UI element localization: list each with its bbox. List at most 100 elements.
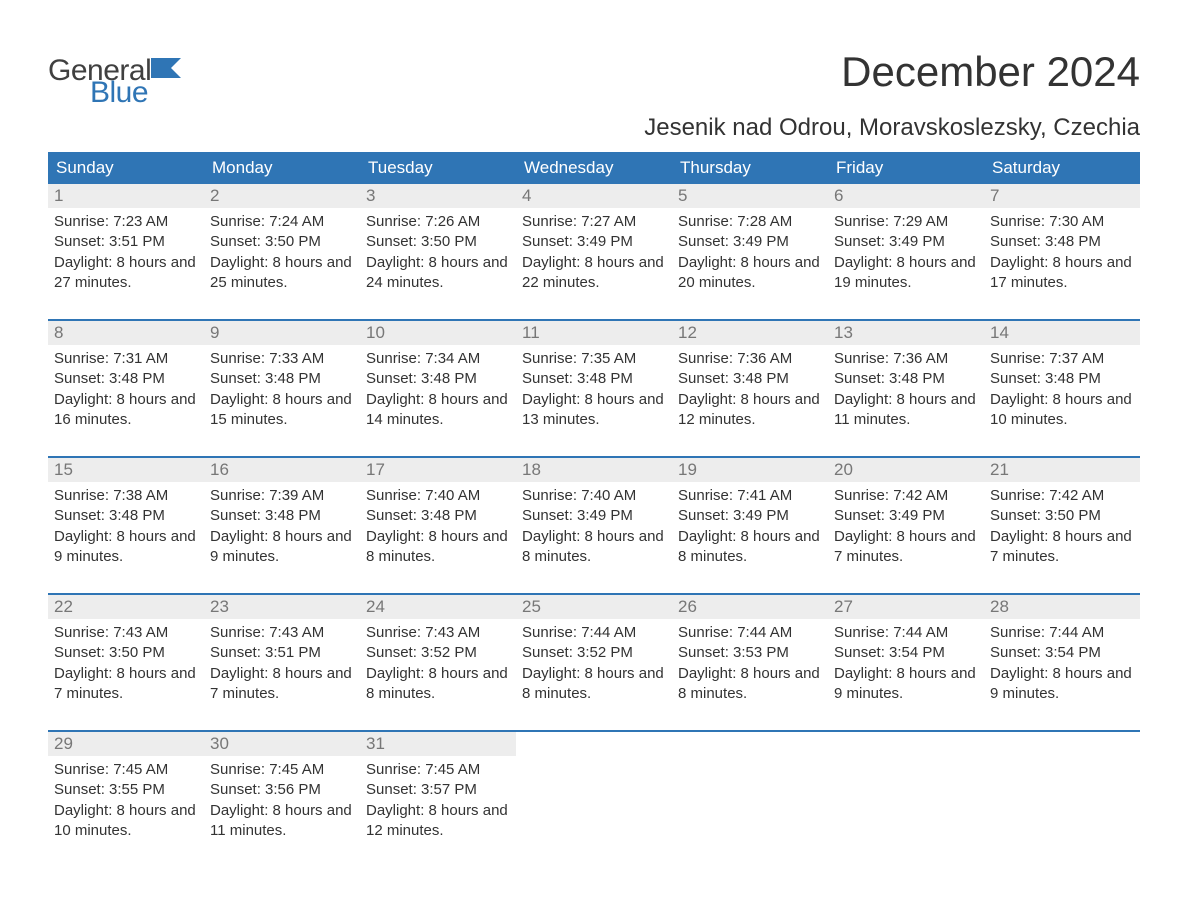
- sunset-line: Sunset: 3:49 PM: [834, 232, 978, 252]
- sunrise-line: Sunrise: 7:30 AM: [990, 212, 1134, 232]
- day-number-cell: 31: [360, 732, 516, 756]
- sunrise-line: Sunrise: 7:42 AM: [834, 486, 978, 506]
- sunrise-line: Sunrise: 7:44 AM: [678, 623, 822, 643]
- sunrise-line: Sunrise: 7:45 AM: [210, 760, 354, 780]
- day-number-cell: 6: [828, 184, 984, 208]
- sunrise-line: Sunrise: 7:44 AM: [990, 623, 1134, 643]
- daylight-line: Daylight: 8 hours and 24 minutes.: [366, 253, 510, 294]
- sunset-line: Sunset: 3:52 PM: [522, 643, 666, 663]
- sunset-line: Sunset: 3:53 PM: [678, 643, 822, 663]
- daylight-line: Daylight: 8 hours and 7 minutes.: [54, 664, 198, 705]
- sunrise-line: Sunrise: 7:40 AM: [366, 486, 510, 506]
- day-number-cell: 25: [516, 595, 672, 619]
- sunrise-line: Sunrise: 7:34 AM: [366, 349, 510, 369]
- daylight-line: Daylight: 8 hours and 17 minutes.: [990, 253, 1134, 294]
- sunrise-line: Sunrise: 7:43 AM: [366, 623, 510, 643]
- daylight-line: Daylight: 8 hours and 8 minutes.: [678, 664, 822, 705]
- day-content-cell: Sunrise: 7:44 AMSunset: 3:54 PMDaylight:…: [828, 619, 984, 731]
- sunrise-line: Sunrise: 7:27 AM: [522, 212, 666, 232]
- day-number-cell: 30: [204, 732, 360, 756]
- sunrise-line: Sunrise: 7:35 AM: [522, 349, 666, 369]
- sunset-line: Sunset: 3:51 PM: [210, 643, 354, 663]
- day-number-cell: [516, 732, 672, 756]
- day-number-cell: 14: [984, 321, 1140, 345]
- daylight-line: Daylight: 8 hours and 10 minutes.: [54, 801, 198, 842]
- day-number-cell: 1: [48, 184, 204, 208]
- sunrise-line: Sunrise: 7:33 AM: [210, 349, 354, 369]
- day-number-cell: [984, 732, 1140, 756]
- day-content-cell: Sunrise: 7:27 AMSunset: 3:49 PMDaylight:…: [516, 208, 672, 320]
- sunrise-line: Sunrise: 7:43 AM: [210, 623, 354, 643]
- daylight-line: Daylight: 8 hours and 8 minutes.: [678, 527, 822, 568]
- day-content-cell: Sunrise: 7:39 AMSunset: 3:48 PMDaylight:…: [204, 482, 360, 594]
- sunset-line: Sunset: 3:55 PM: [54, 780, 198, 800]
- sunset-line: Sunset: 3:50 PM: [210, 232, 354, 252]
- day-header-row: Sunday Monday Tuesday Wednesday Thursday…: [48, 152, 1140, 184]
- day-content-cell: Sunrise: 7:45 AMSunset: 3:55 PMDaylight:…: [48, 756, 204, 851]
- daylight-line: Daylight: 8 hours and 15 minutes.: [210, 390, 354, 431]
- day-number-cell: 20: [828, 458, 984, 482]
- day-content-cell: Sunrise: 7:40 AMSunset: 3:49 PMDaylight:…: [516, 482, 672, 594]
- daylight-line: Daylight: 8 hours and 14 minutes.: [366, 390, 510, 431]
- day-header: Tuesday: [360, 152, 516, 184]
- day-content-cell: Sunrise: 7:36 AMSunset: 3:48 PMDaylight:…: [828, 345, 984, 457]
- daylight-line: Daylight: 8 hours and 8 minutes.: [366, 664, 510, 705]
- sunset-line: Sunset: 3:48 PM: [990, 232, 1134, 252]
- sunrise-line: Sunrise: 7:44 AM: [522, 623, 666, 643]
- day-number-cell: 4: [516, 184, 672, 208]
- day-content-cell: Sunrise: 7:23 AMSunset: 3:51 PMDaylight:…: [48, 208, 204, 320]
- day-header: Thursday: [672, 152, 828, 184]
- daylight-line: Daylight: 8 hours and 12 minutes.: [366, 801, 510, 842]
- sunset-line: Sunset: 3:54 PM: [834, 643, 978, 663]
- sunrise-line: Sunrise: 7:41 AM: [678, 486, 822, 506]
- sunset-line: Sunset: 3:49 PM: [522, 232, 666, 252]
- day-content-cell: Sunrise: 7:43 AMSunset: 3:52 PMDaylight:…: [360, 619, 516, 731]
- day-content-row: Sunrise: 7:38 AMSunset: 3:48 PMDaylight:…: [48, 482, 1140, 594]
- daylight-line: Daylight: 8 hours and 19 minutes.: [834, 253, 978, 294]
- day-header: Monday: [204, 152, 360, 184]
- day-content-row: Sunrise: 7:43 AMSunset: 3:50 PMDaylight:…: [48, 619, 1140, 731]
- sunrise-line: Sunrise: 7:40 AM: [522, 486, 666, 506]
- sunset-line: Sunset: 3:57 PM: [366, 780, 510, 800]
- day-number-row: 22232425262728: [48, 595, 1140, 619]
- brand-logo: General Blue: [48, 48, 197, 108]
- day-content-row: Sunrise: 7:45 AMSunset: 3:55 PMDaylight:…: [48, 756, 1140, 851]
- day-number-cell: [672, 732, 828, 756]
- day-content-row: Sunrise: 7:23 AMSunset: 3:51 PMDaylight:…: [48, 208, 1140, 320]
- day-number-cell: 27: [828, 595, 984, 619]
- day-number-cell: 9: [204, 321, 360, 345]
- day-number-cell: 7: [984, 184, 1140, 208]
- sunrise-line: Sunrise: 7:37 AM: [990, 349, 1134, 369]
- daylight-line: Daylight: 8 hours and 9 minutes.: [210, 527, 354, 568]
- day-content-cell: Sunrise: 7:44 AMSunset: 3:54 PMDaylight:…: [984, 619, 1140, 731]
- sunset-line: Sunset: 3:48 PM: [990, 369, 1134, 389]
- daylight-line: Daylight: 8 hours and 16 minutes.: [54, 390, 198, 431]
- sunset-line: Sunset: 3:48 PM: [834, 369, 978, 389]
- sunrise-line: Sunrise: 7:29 AM: [834, 212, 978, 232]
- day-content-cell: Sunrise: 7:41 AMSunset: 3:49 PMDaylight:…: [672, 482, 828, 594]
- day-number-row: 1234567: [48, 184, 1140, 208]
- sunrise-line: Sunrise: 7:44 AM: [834, 623, 978, 643]
- day-number-cell: 16: [204, 458, 360, 482]
- day-content-cell: Sunrise: 7:44 AMSunset: 3:53 PMDaylight:…: [672, 619, 828, 731]
- daylight-line: Daylight: 8 hours and 27 minutes.: [54, 253, 198, 294]
- day-content-cell: Sunrise: 7:38 AMSunset: 3:48 PMDaylight:…: [48, 482, 204, 594]
- day-content-cell: [828, 756, 984, 851]
- day-number-cell: 3: [360, 184, 516, 208]
- day-number-cell: 17: [360, 458, 516, 482]
- daylight-line: Daylight: 8 hours and 8 minutes.: [366, 527, 510, 568]
- day-content-cell: Sunrise: 7:28 AMSunset: 3:49 PMDaylight:…: [672, 208, 828, 320]
- day-number-cell: 21: [984, 458, 1140, 482]
- sunset-line: Sunset: 3:48 PM: [54, 506, 198, 526]
- daylight-line: Daylight: 8 hours and 10 minutes.: [990, 390, 1134, 431]
- page-title: December 2024: [644, 48, 1140, 96]
- title-block: December 2024 Jesenik nad Odrou, Moravsk…: [644, 48, 1140, 142]
- daylight-line: Daylight: 8 hours and 20 minutes.: [678, 253, 822, 294]
- sunrise-line: Sunrise: 7:28 AM: [678, 212, 822, 232]
- day-number-cell: 26: [672, 595, 828, 619]
- daylight-line: Daylight: 8 hours and 8 minutes.: [522, 527, 666, 568]
- day-content-cell: Sunrise: 7:29 AMSunset: 3:49 PMDaylight:…: [828, 208, 984, 320]
- day-number-cell: 12: [672, 321, 828, 345]
- sunset-line: Sunset: 3:50 PM: [366, 232, 510, 252]
- sunrise-line: Sunrise: 7:26 AM: [366, 212, 510, 232]
